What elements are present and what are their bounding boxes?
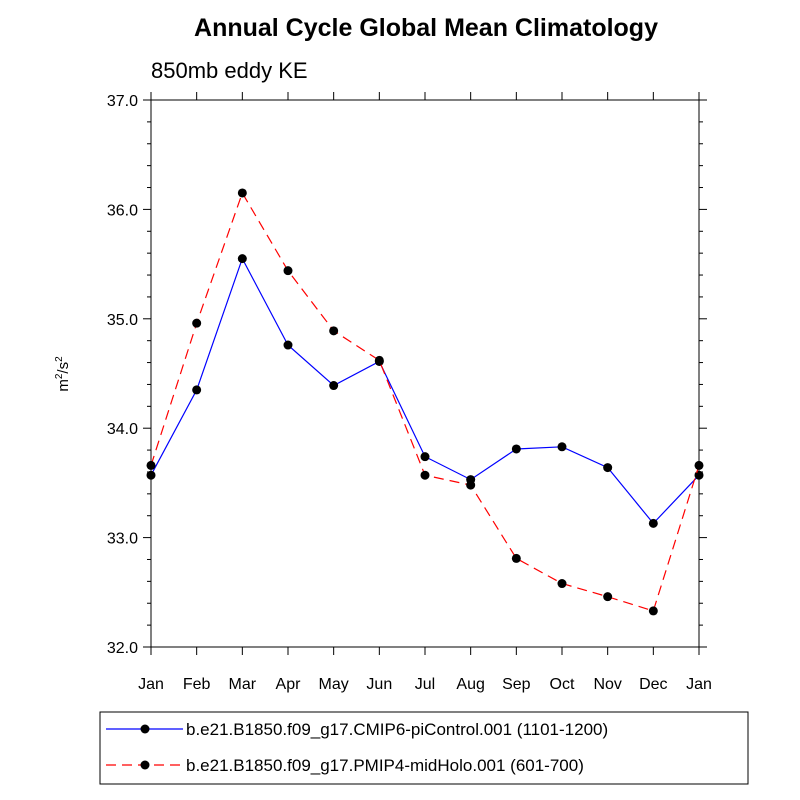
series-line-1 — [150, 257, 700, 525]
series-2-point — [420, 470, 430, 480]
y-tick-label: 35.0 — [107, 312, 138, 329]
series-2-point — [374, 355, 384, 365]
legend-box — [99, 711, 749, 785]
y-tick-label: 34.0 — [107, 421, 138, 438]
x-tick-label: Sep — [502, 676, 531, 693]
series-1-point — [511, 444, 521, 454]
series-1-point — [648, 518, 658, 528]
x-tick-label: Jan — [138, 676, 164, 693]
x-tick-label: Jul — [415, 676, 435, 693]
x-tick-label: Apr — [276, 676, 302, 693]
y-tick-label: 37.0 — [107, 93, 138, 110]
y-tick-label: 36.0 — [107, 202, 138, 219]
x-tick-label: Aug — [456, 676, 484, 693]
legend-label-2: b.e21.B1850.f09_g17.PMIP4-midHolo.001 (6… — [186, 756, 584, 775]
series-1-point — [557, 442, 567, 452]
series-1-point — [237, 254, 247, 264]
series-2-point — [192, 318, 202, 328]
series-line-2 — [150, 191, 700, 612]
series-2-point — [466, 480, 476, 490]
series-1-point — [420, 452, 430, 462]
plot-frame — [150, 99, 700, 648]
y-axis-label: m2/s2 — [54, 356, 72, 392]
legend-marker-2 — [140, 760, 150, 770]
y-tick-label: 33.0 — [107, 531, 138, 548]
series-2-point — [237, 188, 247, 198]
x-tick-label: May — [319, 676, 349, 693]
x-tick-label: Jan — [686, 676, 712, 693]
legend: b.e21.B1850.f09_g17.CMIP6-piControl.001 … — [99, 711, 749, 785]
chart-subtitle: 850mb eddy KE — [151, 58, 308, 83]
series-2-point — [283, 266, 293, 276]
y-tick-label: 32.0 — [107, 640, 138, 657]
series-2-point — [648, 606, 658, 616]
series-1-point — [329, 381, 339, 391]
legend-marker-1 — [140, 724, 150, 734]
series-1-point — [283, 340, 293, 350]
chart-title: Annual Cycle Global Mean Climatology — [194, 14, 658, 42]
x-tick-label: Mar — [229, 676, 257, 693]
legend-label-1: b.e21.B1850.f09_g17.CMIP6-piControl.001 … — [186, 720, 608, 739]
series-2-point — [557, 579, 567, 589]
series-2-point — [511, 553, 521, 563]
x-tick-label: Nov — [593, 676, 621, 693]
x-tick-label: Oct — [550, 676, 575, 693]
x-tick-label: Dec — [639, 676, 667, 693]
x-tick-label: Feb — [183, 676, 211, 693]
series-1-point — [192, 385, 202, 395]
series-2-point — [603, 592, 613, 602]
series-1-point — [603, 463, 613, 473]
series-2-point — [329, 326, 339, 336]
x-tick-label: Jun — [366, 676, 392, 693]
